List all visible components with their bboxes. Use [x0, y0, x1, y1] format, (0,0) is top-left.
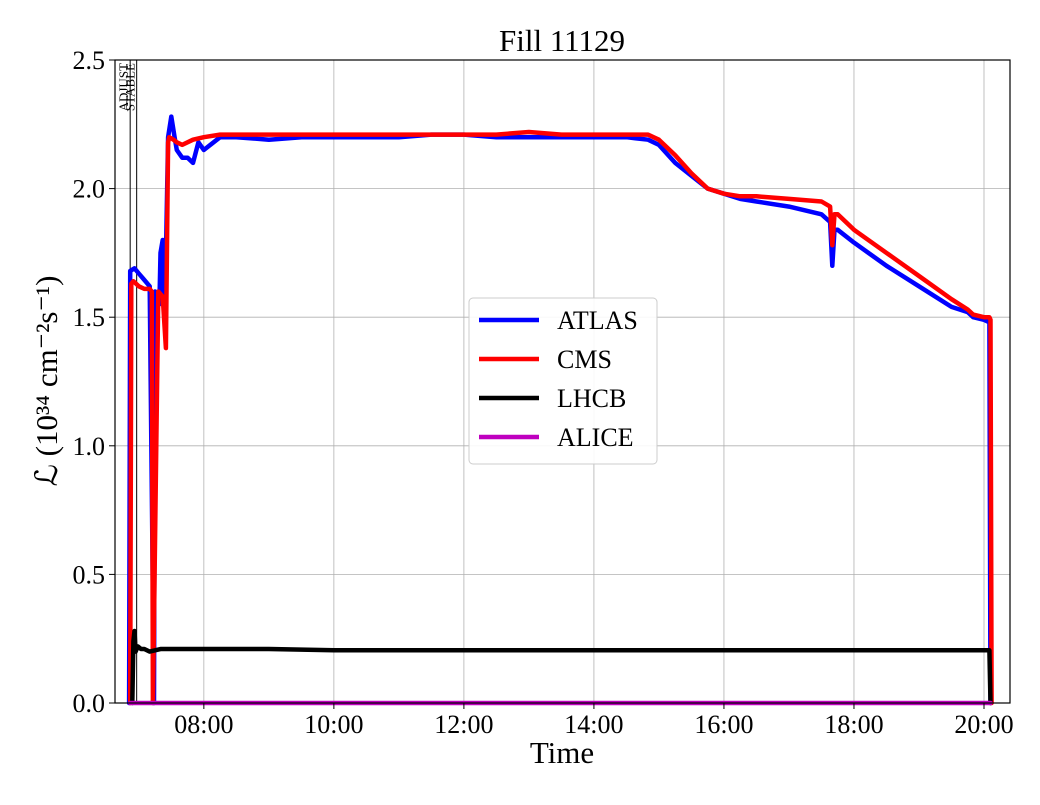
x-axis-title: Time	[530, 735, 594, 770]
chart-title: Fill 11129	[499, 23, 625, 58]
plot-frame	[114, 59, 1011, 704]
legend-label-cms: CMS	[557, 345, 612, 374]
x-tick-label: 18:00	[824, 710, 883, 739]
legend-label-atlas: ATLAS	[557, 306, 638, 335]
series-line-lhcb	[130, 628, 993, 706]
x-tick-label: 16:00	[694, 710, 753, 739]
legend-label-alice: ALICE	[557, 423, 634, 452]
x-tick-label: 10:00	[304, 710, 363, 739]
legend-label-lhcb: LHCB	[557, 384, 626, 413]
x-tick-label: 20:00	[954, 710, 1013, 739]
y-tick-label: 1.0	[73, 432, 106, 461]
y-tick-label: 0.0	[73, 689, 106, 718]
y-tick-label: 2.0	[73, 175, 106, 204]
series-line-cms	[127, 129, 994, 706]
legend-box	[468, 297, 658, 465]
y-axis-title: ℒ (10³⁴ cm⁻²s⁻¹)	[29, 276, 64, 487]
x-axis-ticks: 08:00 10:00 12:00 14:00 16:00 18:00 20:00	[174, 703, 1014, 739]
legend: ATLAS CMS LHCB ALICE	[468, 297, 658, 465]
y-tick-label: 2.5	[73, 46, 106, 75]
phase-marker-label: STABLE	[123, 63, 138, 111]
x-tick-label: 08:00	[174, 710, 233, 739]
legend-items: ATLAS CMS LHCB ALICE	[479, 306, 638, 452]
x-tick-label: 14:00	[564, 710, 623, 739]
y-axis-ticks: 0.0 0.5 1.0 1.5 2.0 2.5	[73, 46, 115, 718]
y-tick-label: 0.5	[73, 560, 106, 589]
phase-marker-label: ADJUST	[116, 63, 131, 111]
y-tick-label: 1.5	[73, 303, 106, 332]
x-tick-label: 12:00	[434, 710, 493, 739]
